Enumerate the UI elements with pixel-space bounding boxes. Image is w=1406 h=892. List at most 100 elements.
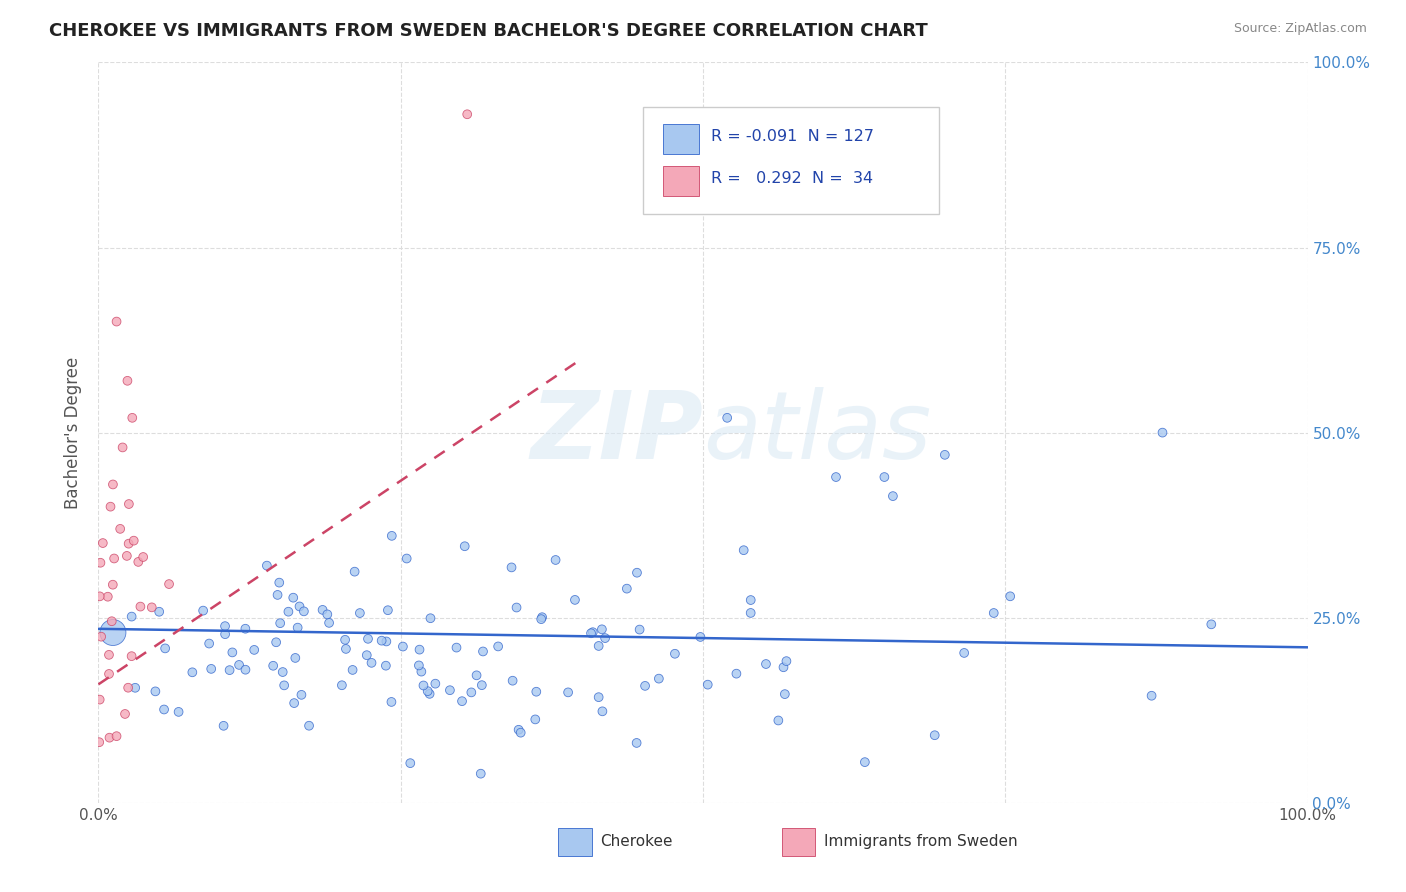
Point <box>1152 425 1174 440</box>
Point <box>311 603 333 617</box>
Point <box>873 470 896 484</box>
Point <box>392 640 415 654</box>
Point <box>456 107 478 121</box>
Point <box>273 678 295 692</box>
Point <box>356 648 378 663</box>
Point <box>465 668 488 682</box>
Point <box>502 673 524 688</box>
Point <box>105 314 128 328</box>
Point <box>145 684 167 698</box>
Point <box>153 641 176 656</box>
Point <box>773 687 796 701</box>
Point <box>191 604 214 618</box>
Point <box>425 676 447 690</box>
Point <box>157 577 180 591</box>
Point <box>370 633 392 648</box>
Bar <box>558 828 592 856</box>
Point <box>628 623 651 637</box>
Point <box>524 684 547 698</box>
Point <box>564 593 586 607</box>
Point <box>132 549 155 564</box>
Point <box>129 599 152 614</box>
Point <box>98 731 121 745</box>
Point <box>343 565 366 579</box>
Point <box>97 590 120 604</box>
Point <box>141 600 163 615</box>
Point <box>446 640 468 655</box>
Point <box>89 735 111 749</box>
Point <box>214 619 236 633</box>
Point <box>181 665 204 680</box>
Point <box>235 663 257 677</box>
Point <box>218 663 240 677</box>
Point <box>588 690 610 705</box>
Point <box>335 641 357 656</box>
Point <box>471 678 494 692</box>
Point <box>882 489 904 503</box>
Point <box>733 543 755 558</box>
Point <box>153 702 176 716</box>
Point <box>118 536 141 550</box>
Point <box>588 639 610 653</box>
Point <box>101 625 124 640</box>
Point <box>377 603 399 617</box>
Point <box>634 679 657 693</box>
Point <box>998 589 1021 603</box>
Point <box>228 657 250 672</box>
Point <box>318 615 340 630</box>
Point <box>716 410 738 425</box>
Point <box>101 577 124 591</box>
Point <box>316 607 339 622</box>
Point <box>284 651 307 665</box>
Point <box>117 374 139 388</box>
Point <box>616 582 638 596</box>
Point <box>439 683 461 698</box>
Point <box>375 634 398 648</box>
Point <box>198 636 221 650</box>
Point <box>411 665 433 679</box>
Point <box>357 632 380 646</box>
Point <box>122 533 145 548</box>
Point <box>91 536 114 550</box>
Point <box>408 642 430 657</box>
Point <box>381 529 404 543</box>
Point <box>98 648 121 662</box>
Point <box>100 500 122 514</box>
Point <box>105 729 128 743</box>
Point <box>127 555 149 569</box>
Point <box>380 695 402 709</box>
Point <box>626 566 648 580</box>
Point <box>419 687 441 701</box>
Point <box>114 706 136 721</box>
Point <box>593 631 616 645</box>
Point <box>374 658 396 673</box>
Point <box>266 588 288 602</box>
Bar <box>782 828 815 856</box>
Point <box>243 643 266 657</box>
Point <box>648 672 671 686</box>
FancyBboxPatch shape <box>643 107 939 214</box>
Point <box>98 667 121 681</box>
Bar <box>664 166 699 195</box>
Point <box>89 692 111 706</box>
Point <box>262 658 284 673</box>
Point <box>501 560 523 574</box>
Point <box>264 635 287 649</box>
Point <box>460 685 482 699</box>
Point <box>121 649 143 664</box>
Point <box>419 611 441 625</box>
Point <box>544 553 567 567</box>
Text: Cherokee: Cherokee <box>600 834 672 849</box>
Point <box>148 605 170 619</box>
Point <box>582 625 605 640</box>
Point <box>269 575 291 590</box>
Point <box>342 663 364 677</box>
Point <box>89 590 111 604</box>
Point <box>298 719 321 733</box>
Point <box>416 684 439 698</box>
Point <box>100 614 122 628</box>
Text: R = -0.091  N = 127: R = -0.091 N = 127 <box>711 129 875 144</box>
Point <box>256 558 278 573</box>
Point <box>1140 689 1163 703</box>
Point <box>108 522 131 536</box>
